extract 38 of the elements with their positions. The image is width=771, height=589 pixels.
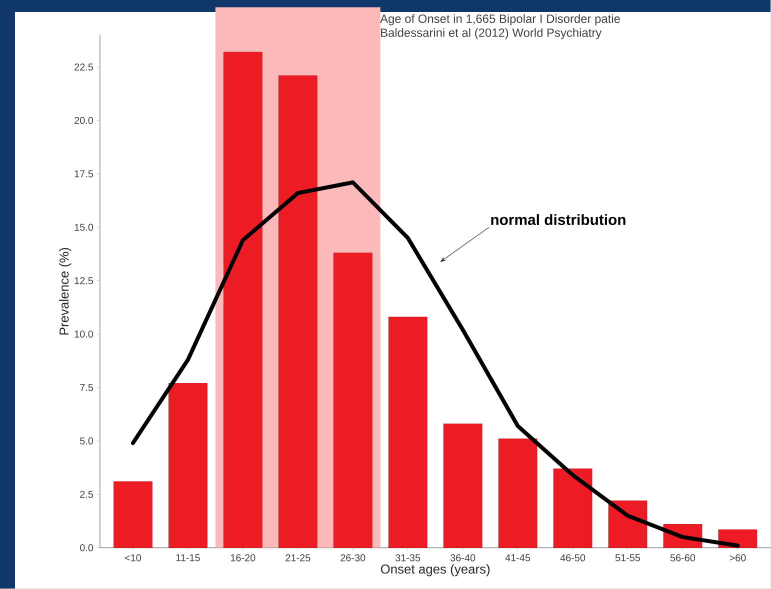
y-tick-label: 10.0 [74, 330, 94, 338]
x-tick-label: 16-20 [230, 554, 256, 562]
y-tick-label: 5.0 [80, 438, 94, 445]
y-tick-label: 22.5 [74, 64, 94, 71]
x-tick-label: 56-60 [670, 554, 696, 562]
bar [278, 75, 318, 548]
y-axis-title: Prevalence (%) [59, 248, 72, 335]
chart-title: Age of Onset in 1,665 Bipolar I Disorder patie [380, 14, 620, 26]
x-tick-label: 21-25 [286, 554, 310, 562]
x-tick-label: 11-15 [176, 554, 200, 562]
bar [388, 316, 428, 548]
bar [223, 52, 262, 548]
y-tick-label: 15.0 [74, 224, 94, 231]
y-tick-label: 0.0 [80, 544, 94, 552]
y-tick-label: 17.5 [74, 170, 94, 178]
x-tick-label: 26-30 [340, 554, 366, 562]
y-tick-label: 20.0 [74, 117, 94, 124]
bar [498, 438, 538, 548]
y-tick-label: 12.5 [74, 277, 94, 284]
bar [608, 500, 648, 548]
chart-subtitle: Baldessarini et al (2012) World Psychiatry [381, 28, 602, 40]
x-tick-label: >60 [730, 554, 746, 562]
x-tick-label: 51-55 [615, 554, 640, 562]
y-tick-label: 2.5 [80, 490, 94, 498]
bar [443, 424, 482, 548]
y-tick-label: 7.5 [80, 384, 94, 392]
x-tick-label: <10 [124, 554, 142, 562]
x-axis-title: Onset ages (years) [380, 564, 490, 576]
x-tick-label: 36-40 [450, 554, 476, 562]
bar [114, 481, 152, 548]
x-tick-label: 46-50 [560, 554, 586, 562]
bar [553, 468, 592, 548]
bar [168, 383, 208, 548]
x-tick-label: 41-45 [505, 554, 530, 562]
x-tick-label: 31-35 [395, 554, 420, 562]
annotation: normal distribution [491, 214, 626, 226]
bar [333, 252, 372, 548]
line-series [130, 180, 740, 548]
